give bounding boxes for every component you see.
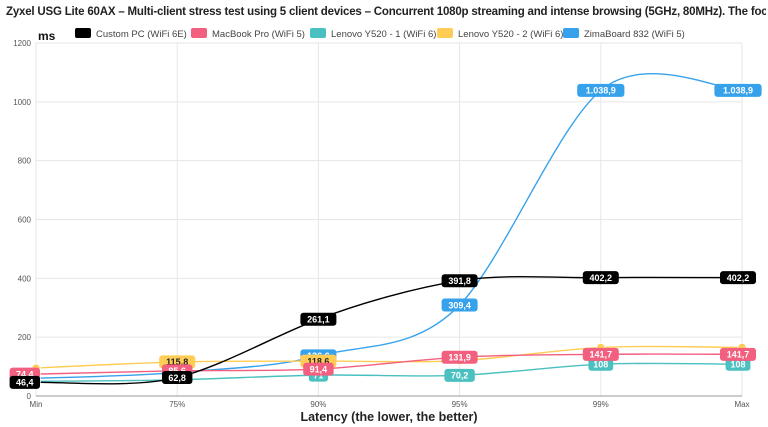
y-tick-label: 0 [27,392,32,401]
data-label: 261,1 [307,314,330,324]
x-tick-label: 90% [310,400,326,409]
data-label: 141,7 [727,350,750,360]
data-labels: 136,6309,41.038,91.038,9115,8118,67170,2… [9,83,762,389]
y-tick-label: 1200 [13,39,31,48]
x-tick-label: Min [30,400,43,409]
data-label-badge [577,83,625,97]
y-tick-label: 400 [18,274,32,283]
legend-label: ZimaBoard 832 (WiFi 5) [584,29,685,40]
legend-label: Lenovo Y520 - 1 (WiFi 6) [331,29,436,40]
y-tick-label: 200 [18,333,32,342]
x-tick-label: 99% [593,400,609,409]
y-axis-unit-label: ms [38,29,56,43]
x-axis-title: Latency (the lower, the better) [300,410,477,424]
data-label-badge [444,368,475,382]
data-label-badge [714,83,762,97]
data-label: 118,6 [307,356,329,366]
chart-title: Zyxel USG Lite 60AX – Multi-client stres… [6,6,766,18]
data-label-badge [300,312,337,326]
data-label-badge [162,371,193,385]
legend: Custom PC (WiFi 6E) MacBook Pro (WiFi 5) L… [75,28,685,40]
series-line [35,345,743,369]
y-tick-label: 600 [18,216,32,225]
data-label: 74,4 [16,369,34,379]
data-label-badge [441,274,478,288]
x-tick-label: 75% [169,400,185,409]
data-label: 108 [593,360,608,370]
data-label-badge [303,362,334,376]
axes: 0 200 400 600 800 1000 1200 Min 75% 90% 95% 99% Max [13,39,749,409]
legend-swatch [310,28,326,38]
legend-swatch [191,28,207,38]
series-line [35,73,743,380]
data-label-badge [441,298,478,312]
data-label: 70,2 [451,371,469,381]
y-tick-label: 1000 [13,98,31,107]
data-label-badge [582,271,619,285]
data-label: 141,7 [590,350,613,360]
x-tick-label: Max [734,400,749,409]
data-points [31,85,747,388]
data-label: 115,8 [166,357,188,367]
data-label: 309,4 [448,300,471,310]
x-tick-label: 95% [452,400,468,409]
data-label: 62,8 [168,373,186,383]
data-label: 108 [730,360,745,370]
legend-swatch [75,28,91,38]
data-label-badge [720,271,756,285]
series-line [35,362,743,382]
data-label: 402,2 [590,273,613,283]
y-tick-label: 800 [18,157,32,166]
data-label: 46,4 [16,378,34,388]
data-label-badge [582,347,619,361]
data-label-badge [588,357,614,371]
legend-label: MacBook Pro (WiFi 5) [212,29,305,40]
data-label: 1.038,9 [723,86,753,96]
data-label-badge [725,357,751,371]
legend-swatch [437,28,453,38]
data-label: 391,8 [448,276,471,286]
legend-label: Lenovo Y520 - 2 (WiFi 6) [458,29,563,40]
data-label-badge [720,347,756,361]
data-label: 131,9 [448,352,471,362]
legend-swatch [563,28,579,38]
legend-label: Custom PC (WiFi 6E) [96,29,187,40]
data-label-badge [441,350,478,364]
series-line [35,275,743,385]
data-label: 1.038,9 [586,86,616,96]
data-label: 402,2 [727,273,750,283]
data-label-badge [9,375,40,389]
data-label: 91,4 [310,364,328,374]
